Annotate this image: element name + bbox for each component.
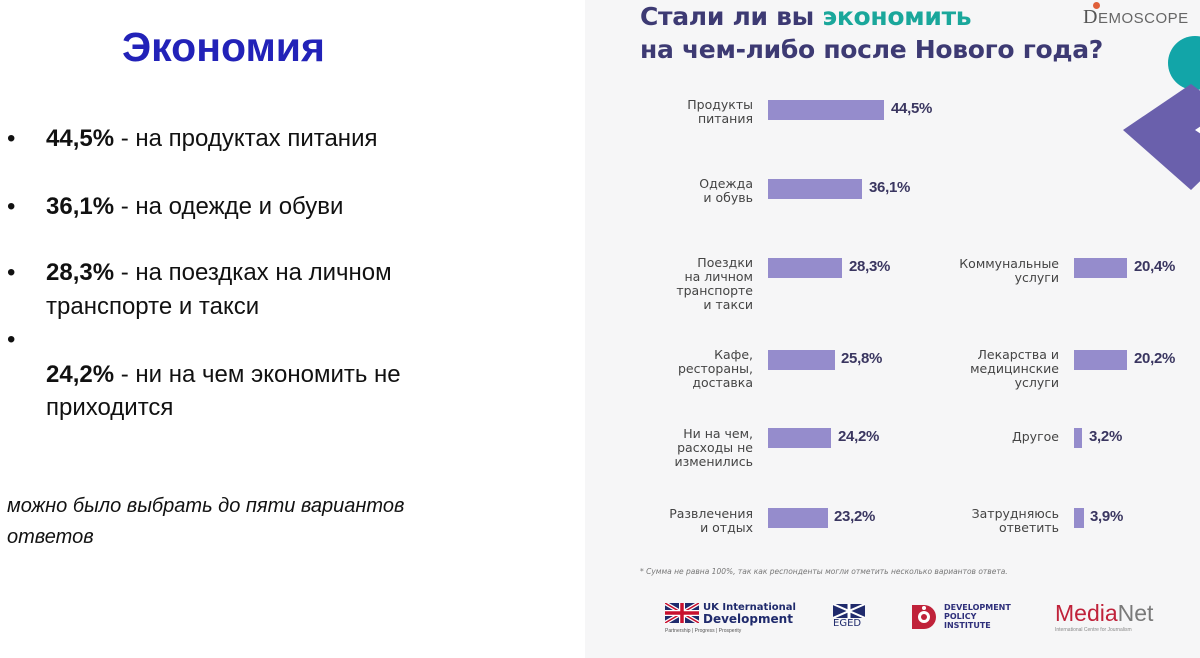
summary-item: 36,1% - на одежде и обуви: [46, 190, 343, 224]
row-label: Поездки на личном транспорте и такси: [676, 255, 753, 312]
summary-item-value: 44,5%: [46, 125, 115, 152]
bullet-icon: •: [7, 326, 16, 353]
bar-value: 24,2%: [838, 428, 880, 445]
uk-line1: UK International: [703, 602, 796, 613]
summary-item-continuation: транспорте и такси: [46, 293, 260, 320]
row-label: Кафе, рестораны, доставка: [677, 347, 753, 390]
uk-line2: Development: [703, 612, 793, 626]
decorative-diamond: [1123, 84, 1200, 190]
logo-letter: D: [1083, 6, 1098, 28]
bar: [768, 179, 862, 199]
bar: [1074, 258, 1127, 278]
bar: [1074, 508, 1084, 528]
eged-text: EGED: [833, 618, 862, 629]
note-line: можно было выбрать до пяти вариантов: [7, 495, 405, 517]
title-accent: экономить: [822, 2, 972, 31]
demoscope-logo: DEMOSCOPE: [1083, 2, 1189, 29]
summary-item-value: 36,1%: [46, 193, 115, 220]
summary-item-text: - на продуктах питания: [114, 125, 378, 152]
note-line: ответов: [7, 526, 94, 548]
summary-item: 24,2% - ни на чем экономить не: [46, 358, 401, 392]
row-label: Развлечения и отдых: [669, 506, 753, 535]
bar: [768, 350, 835, 370]
summary-panel: Экономия • 44,5% - на продуктах питания …: [0, 0, 590, 658]
medianet-b: Net: [1117, 600, 1154, 626]
bar-value: 36,1%: [869, 179, 911, 196]
row-label: Коммунальные услуги: [959, 256, 1059, 285]
uk-tagline: Partnership | Progress | Prosperity: [665, 628, 742, 634]
summary-item: 44,5% - на продуктах питания: [46, 122, 377, 156]
summary-item-continuation: приходится: [46, 394, 174, 421]
dpi-line: DEVELOPMENT: [944, 603, 1011, 612]
bar: [768, 100, 884, 120]
summary-item: 28,3% - на поездках на личном: [46, 256, 392, 290]
medianet-sub: International Centre for Journalism: [1055, 627, 1132, 633]
bar-value: 25,8%: [841, 350, 883, 367]
row-label: Одежда и обувь: [699, 176, 753, 205]
bar: [1074, 428, 1082, 448]
summary-item-value: 24,2%: [46, 361, 115, 388]
summary-item-text: - ни на чем экономить не: [114, 361, 401, 388]
chart-footnote: * Сумма не равна 100%, так как респонден…: [640, 567, 1008, 576]
eged-flag-icon: [833, 604, 865, 618]
row-label: Ни на чем, расходы не изменились: [674, 426, 753, 469]
union-jack-icon: [665, 603, 699, 623]
summary-title: Экономия: [122, 24, 325, 70]
summary-item-value: 28,3%: [46, 259, 115, 286]
dpi-line: POLICY: [944, 612, 977, 621]
bar: [768, 428, 831, 448]
row-label: Затрудняюсь ответить: [971, 506, 1059, 535]
bar-value: 3,2%: [1089, 428, 1122, 445]
bar-value: 28,3%: [849, 258, 891, 275]
summary-item-text: - на одежде и обуви: [114, 193, 344, 220]
logo-dot-icon: [1093, 2, 1100, 9]
medianet-a: Media: [1055, 600, 1118, 626]
slide-title: Стали ли вы экономить на чем-либо после …: [640, 0, 1103, 66]
bar-value: 20,4%: [1134, 258, 1176, 275]
bar: [768, 258, 842, 278]
row-label: Лекарства и медицинские услуги: [970, 347, 1059, 390]
bar-value: 44,5%: [891, 100, 933, 117]
title-text: Стали ли вы: [640, 2, 823, 31]
bar-value: 3,9%: [1090, 508, 1123, 525]
dpi-line: INSTITUTE: [944, 621, 991, 630]
row-label: Продукты питания: [687, 97, 753, 126]
bullet-icon: •: [7, 259, 16, 286]
bullet-icon: •: [7, 125, 16, 152]
row-label: Другое: [1011, 429, 1059, 444]
bullet-icon: •: [7, 193, 16, 220]
bar-value: 20,2%: [1134, 350, 1176, 367]
dpi-mark-icon: [912, 605, 936, 629]
bar-value: 23,2%: [834, 508, 876, 525]
bar: [1074, 350, 1127, 370]
bar: [768, 508, 828, 528]
footnote-italic: можно было выбрать до пяти вариантов отв…: [7, 491, 527, 553]
dpi-text: DEVELOPMENT POLICY INSTITUTE: [944, 603, 1011, 630]
logo-text: EMOSCOPE: [1097, 10, 1189, 27]
summary-item-text: - на поездках на личном: [114, 259, 392, 286]
title-text: на чем-либо после Нового года?: [640, 35, 1104, 64]
survey-slide: Стали ли вы экономить на чем-либо после …: [585, 0, 1200, 658]
